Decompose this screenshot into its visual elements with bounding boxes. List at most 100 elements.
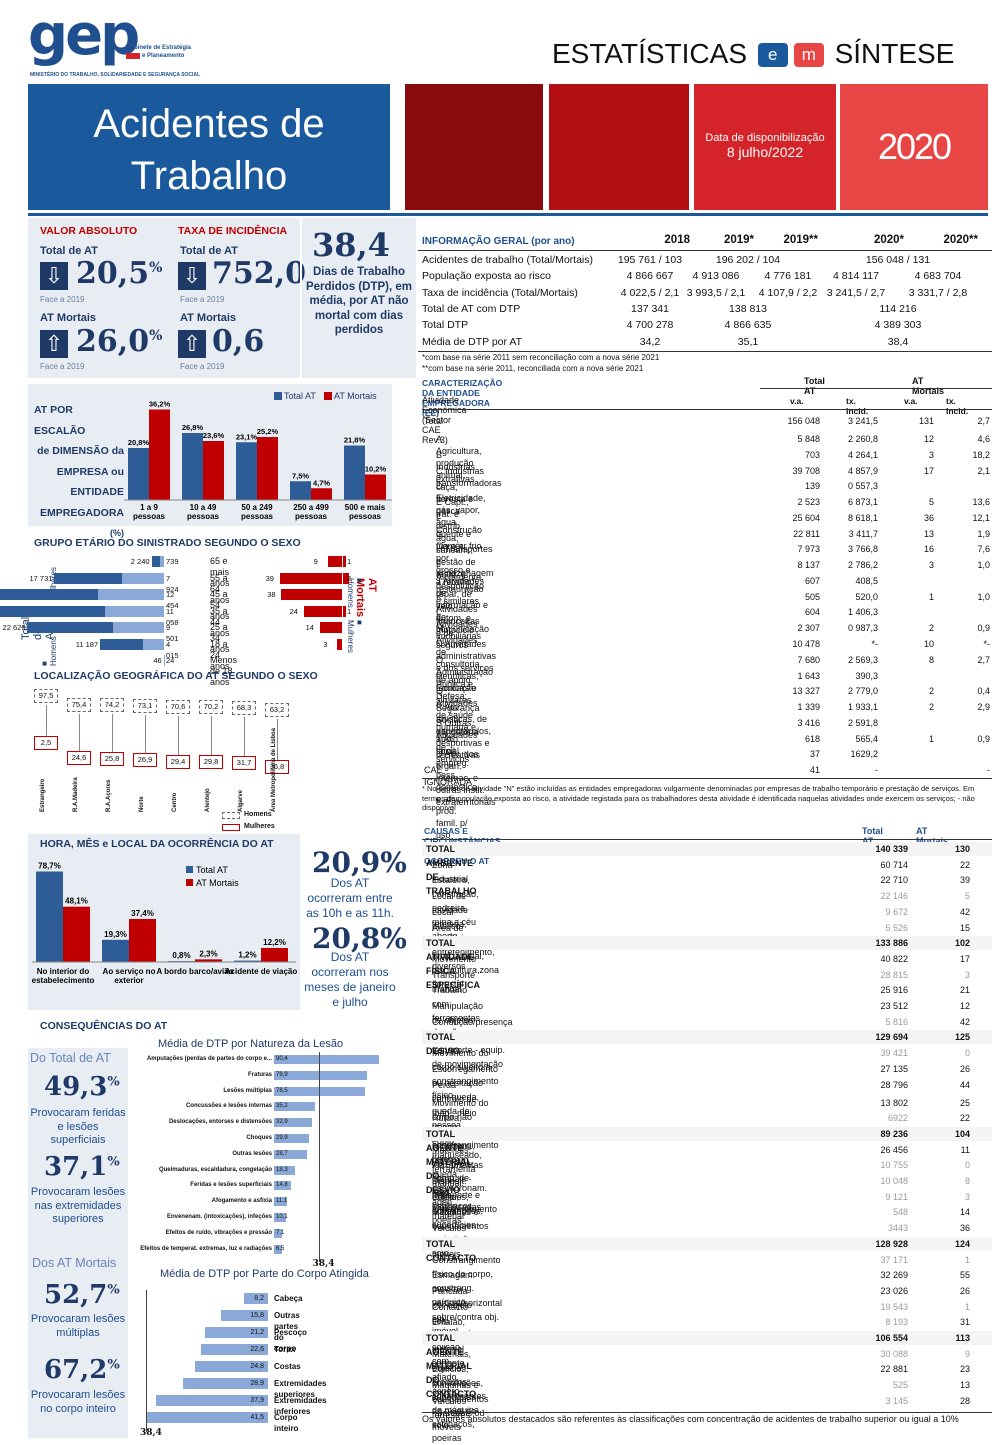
- bar-label-total: 21,8%: [344, 436, 366, 445]
- face-label: Face a 2019: [40, 362, 84, 371]
- geral-value: 4 107,9 / 2,2: [750, 287, 826, 299]
- cae-tx: 4 264,1: [820, 449, 878, 461]
- bar-label-total: 78,7%: [38, 861, 61, 870]
- natureza-label: Queimaduras, escaldadura, congelação: [120, 1166, 272, 1175]
- natureza-value: 18,3: [276, 1166, 288, 1175]
- geral-row-label: Total DTP: [422, 319, 468, 331]
- region-line: [112, 714, 113, 752]
- geral-value: 4 776 181: [750, 270, 826, 282]
- cae-mort-va: 3: [878, 449, 934, 461]
- age-homens-label: ■ Homens: [40, 636, 58, 666]
- causas-rule: [422, 839, 992, 840]
- geral-value: 38,4: [838, 336, 958, 348]
- causas-bottom-rule: [422, 1412, 992, 1413]
- region-mulheres-value: 31,7: [232, 756, 256, 770]
- dos-mortais-label: Dos AT Mortais: [32, 1256, 116, 1270]
- kpi-mort-change: 26,0%: [76, 324, 162, 359]
- cae-tx: 6 873,1: [820, 496, 878, 508]
- bar-label-total: 1,2%: [238, 951, 256, 960]
- consequencia-pct-4: 67,2%: [44, 1355, 120, 1385]
- geral-bottom-rule: [418, 351, 992, 352]
- age-bar-homens: [27, 622, 113, 633]
- geral-row-label: População exposta ao risco: [422, 270, 551, 282]
- age-bar-mulheres: [113, 622, 164, 633]
- legend-homens-swatch: [222, 812, 240, 819]
- bar-label-total: 20,8%: [128, 438, 150, 447]
- corpo-label: Pescoço: [274, 1327, 307, 1338]
- cae-tx: *-: [820, 638, 878, 650]
- consequencia-pct-1: 49,3%: [44, 1072, 120, 1102]
- cae-mort-va: 5: [878, 496, 934, 508]
- cae-tx: 1629,2: [820, 748, 878, 760]
- causas-note: Os valores absolutos destacados são refe…: [422, 1414, 992, 1430]
- causas-total: 3 145: [838, 1394, 908, 1408]
- causas-mort: 26: [920, 1284, 970, 1298]
- bar-mortais: [257, 437, 278, 500]
- kpi-rate-heading: TAXA DE INCIDÊNCIA: [178, 225, 287, 237]
- geral-value: 3 241,5 / 2,7: [818, 287, 894, 299]
- geral-value: 156 048 / 131: [838, 254, 958, 266]
- region-homens-value: 63,2: [265, 703, 289, 717]
- hora-kpi-1: 20,9%: [312, 846, 407, 879]
- legend-total-text: Total AT: [284, 391, 316, 401]
- bar-mortais: [63, 907, 90, 962]
- region-line: [211, 716, 212, 755]
- causas-total: 128 928: [838, 1237, 908, 1251]
- causas-mort: 104: [920, 1127, 970, 1141]
- regiao-title: LOCALIZAÇÃO GEOGRÁFICA DO AT SEGUNDO O S…: [34, 670, 318, 682]
- age-mort-bar-m: [343, 606, 346, 617]
- corpo-value: 8,2: [238, 1293, 264, 1304]
- region-label: Norte: [139, 752, 145, 812]
- bar-label-mortais: 12,2%: [263, 938, 286, 947]
- age-mort-value-h: 3: [323, 639, 327, 650]
- cae-mort-tx: 0,9: [934, 622, 990, 634]
- causas-total: 3443: [838, 1221, 908, 1235]
- causas-total: 40 822: [838, 952, 908, 966]
- legend-mulheres-text: Mulheres: [244, 823, 275, 830]
- causas-mort: 13: [920, 1378, 970, 1392]
- causas-mort: 42: [920, 1015, 970, 1029]
- bar-total: [36, 871, 63, 962]
- cae-va: 2 307: [760, 622, 820, 634]
- year-header: 2019*: [694, 234, 754, 246]
- age-mort-bar-h: [328, 556, 342, 567]
- region-mulheres-value: 29,8: [199, 755, 223, 769]
- category-label: pessoas: [241, 512, 274, 521]
- consequencia-text-1: Provocaram feridas e lesões superficiais: [30, 1107, 126, 1148]
- cae-mort-va: 13: [878, 528, 934, 540]
- causas-total: 133 886: [838, 936, 908, 950]
- hora-kpi-1-text: Dos AT ocorreram entre as 10h e as 11h.: [302, 876, 398, 921]
- cae-mort-tx: 18,2: [934, 449, 990, 461]
- bar-mortais: [261, 948, 288, 962]
- bar-label-total: 0,8%: [172, 951, 190, 960]
- kpi-divider: [300, 218, 302, 378]
- natureza-value: 78,5: [276, 1087, 288, 1096]
- region-homens-value: 74,2: [100, 698, 124, 712]
- geral-row-label: Total de AT com DTP: [422, 303, 520, 315]
- causas-total: 60 714: [838, 858, 908, 872]
- causas-mort: 42: [920, 905, 970, 919]
- causas-mort: 3: [920, 1190, 970, 1204]
- cae-va: 7 680: [760, 654, 820, 666]
- corpo-value: 28,9: [238, 1378, 264, 1389]
- geral-row-label: Média de DTP por AT: [422, 336, 522, 348]
- cae-mort-va: 2: [878, 622, 934, 634]
- bar-label-mortais: 37,4%: [131, 909, 154, 918]
- cae-mort-va: 3: [878, 559, 934, 571]
- causas-total: 6922: [838, 1111, 908, 1125]
- category-label: A bordo barco/avião: [156, 967, 233, 976]
- causas-total: 22 146: [838, 889, 908, 903]
- cae-va: 139: [760, 480, 820, 492]
- cae-va: 607: [760, 575, 820, 587]
- geral-value: 4 866 667: [612, 270, 688, 282]
- natureza-value: 32,9: [276, 1118, 288, 1127]
- cae-va: 505: [760, 591, 820, 603]
- age-mort-value-h: 14: [306, 622, 314, 633]
- causas-mort: 44: [920, 1078, 970, 1092]
- cae-tx: -: [820, 764, 878, 776]
- bar-label-mortais: 23,6%: [203, 431, 225, 440]
- age-bar-mulheres: [98, 589, 164, 600]
